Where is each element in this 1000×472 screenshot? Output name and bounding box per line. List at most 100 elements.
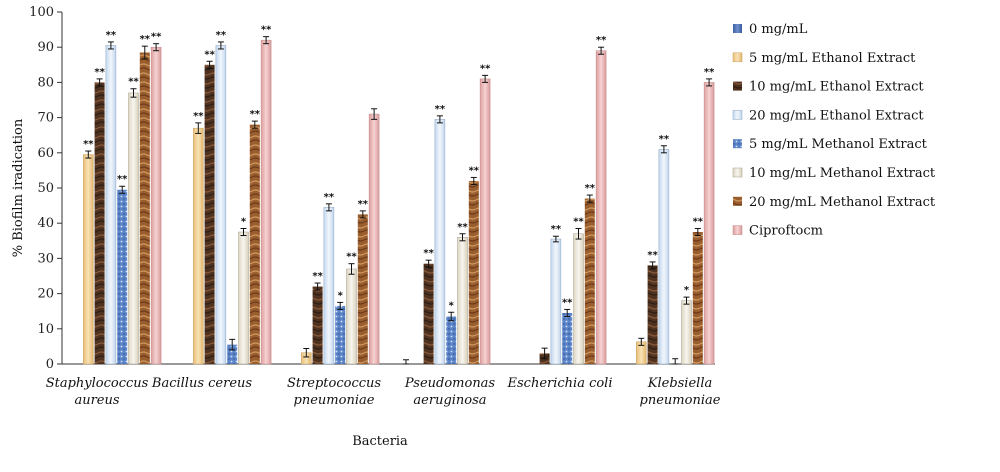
bar-cream-5 [681,300,692,365]
bar-cream-1 [238,231,249,365]
bar-brown-wood-3 [468,180,479,364]
bar-dark-wood-2 [312,286,323,364]
legend-label: 0 mg/mL [749,22,808,37]
legend-swatch [732,110,743,120]
legend-swatch [732,52,743,63]
legend-label: 5 mg/mL Methanol Extract [749,137,928,152]
legend-swatch [733,139,742,149]
significance-marker: * [449,300,455,311]
bar-pink-3 [479,78,491,365]
significance-marker: ** [647,250,658,261]
bar-brown-wood-0 [139,52,150,364]
y-tick-label: 30 [37,251,54,266]
bar-pink-1 [260,39,272,365]
bar-pink-2 [368,113,380,365]
category-label: Escherichia coli [507,376,613,391]
category-label: Klebsiella [647,376,712,391]
y-tick-label: 50 [37,181,54,196]
significance-marker: ** [659,134,670,145]
category-label: aeruginosa [413,393,486,408]
significance-marker: ** [358,199,369,210]
category-label: aureus [74,393,119,408]
significance-marker: ** [693,216,704,227]
category-label: Pseudomonas [404,376,496,391]
legend-swatch [733,24,742,33]
bar-light-blue-3 [434,119,446,365]
bar-peach-0 [83,154,94,365]
bar-dark-wood-3 [423,263,434,364]
significance-marker: ** [216,30,227,41]
significance-marker: ** [151,32,162,43]
y-tick-label: 90 [37,40,54,55]
significance-marker: ** [117,174,128,185]
legend-swatch [733,196,742,206]
bar-light-blue-0 [105,45,117,365]
bar-light-blue-5 [658,149,670,365]
bar-brown-wood-5 [692,232,703,364]
bar-blue-dots-0 [117,189,128,364]
legend: 0 mg/mL 5 mg/mL Ethanol Extract 10 mg/mL E… [732,22,936,239]
significance-marker: ** [312,271,323,282]
y-axis-title: % Biofilm iradication [11,118,26,257]
bar-peach-1 [193,127,204,365]
significance-marker: ** [551,224,562,235]
legend-label: 10 mg/mL Methanol Extract [749,166,936,181]
y-tick-label: 0 [46,357,54,372]
significance-marker: ** [585,183,596,194]
y-tick-label: 10 [37,322,54,337]
category-label: Streptococcus [287,376,381,391]
significance-marker: ** [423,248,434,259]
significance-marker: ** [83,139,94,150]
significance-marker: ** [457,222,468,233]
significance-marker: ** [469,165,480,176]
bar-pink-5 [703,82,715,365]
y-tick-label: 20 [37,287,54,302]
legend-swatch [733,81,742,91]
category-label: Bacillus cereus [151,376,252,391]
bar-cream-2 [346,268,357,365]
bar-blue-dots-2 [335,305,346,364]
bar-light-blue-2 [323,207,335,365]
significance-marker: ** [562,297,573,308]
bar-cream-4 [573,233,584,365]
category-label: Staphylococcus [46,376,149,391]
significance-marker: * [684,285,690,296]
significance-marker: ** [94,67,105,78]
bar-pink-0 [150,46,162,365]
significance-marker: ** [480,63,491,74]
bar-blue-dots-4 [562,312,573,364]
legend-label: 5 mg/mL Ethanol Extract [749,51,916,66]
bar-pink-4 [595,50,607,365]
bar-cream-0 [128,92,139,365]
significance-marker: ** [573,216,584,227]
legend-label: 20 mg/mL Ethanol Extract [749,108,924,123]
significance-marker: * [241,216,247,227]
x-axis-title: Bacteria [352,434,408,449]
significance-marker: ** [204,49,215,60]
y-tick-label: 60 [37,146,54,161]
bar-brown-wood-2 [357,214,368,364]
bars: ************ **** ************** ********* *… [83,25,715,365]
significance-marker: ** [261,25,272,36]
y-tick-label: 40 [37,216,54,231]
bar-dark-wood-5 [647,265,658,364]
significance-marker: ** [324,192,335,203]
bar-blue-dots-1 [227,344,238,364]
bar-brown-wood-4 [584,198,595,364]
significance-marker: ** [346,252,357,263]
category-label: pneumoniae [294,393,375,408]
significance-marker: * [338,290,344,301]
category-label: pneumoniae [640,393,721,408]
significance-marker: ** [140,34,151,45]
bar-brown-wood-1 [249,124,260,364]
y-tick-label: 70 [37,111,54,126]
legend-swatch [732,167,743,178]
bar-blue-dots-3 [446,316,457,364]
significance-marker: ** [704,67,715,78]
significance-marker: ** [250,109,261,120]
y-tick-label: 100 [29,5,54,20]
legend-label: 10 mg/mL Ethanol Extract [749,80,924,95]
category-labels: Staphylococcus aureus Bacillus cereus Strep… [46,376,721,408]
bar-dark-wood-1 [204,64,215,365]
bar-light-blue-1 [215,45,227,365]
